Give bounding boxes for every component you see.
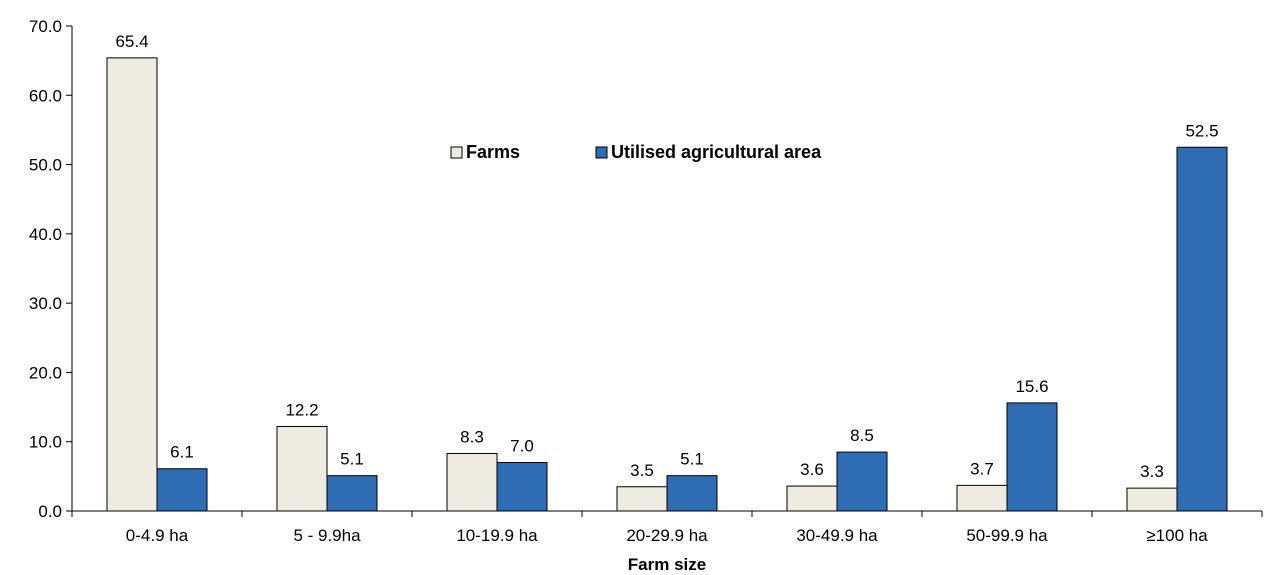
y-tick-label: 60.0 xyxy=(29,86,62,105)
x-axis: 0-4.9 ha 5 - 9.9ha 10-19.9 ha 20-29.9 ha 30-… xyxy=(71,510,1263,545)
x-tick-label: 30-49.9 ha xyxy=(796,526,878,545)
y-tick-label: 50.0 xyxy=(29,156,62,175)
uaa-data-label: 5.1 xyxy=(340,450,364,469)
legend-swatch-farms xyxy=(450,146,463,159)
legend-swatch-uaa xyxy=(595,146,608,159)
farms-bar xyxy=(276,425,328,512)
farms-bar xyxy=(956,484,1008,512)
uaa-data-label: 15.6 xyxy=(1015,377,1048,396)
x-tick-label: 10-19.9 ha xyxy=(456,526,538,545)
y-tick-label: 20.0 xyxy=(29,363,62,382)
y-tick-label: 10.0 xyxy=(29,433,62,452)
x-tick-label: 50-99.9 ha xyxy=(966,526,1048,545)
farms-bar xyxy=(786,485,838,512)
x-tick-label: 20-29.9 ha xyxy=(626,526,708,545)
y-tick-label: 70.0 xyxy=(29,17,62,36)
y-tick-label: 30.0 xyxy=(29,294,62,313)
uaa-data-label: 52.5 xyxy=(1185,121,1218,140)
farms-data-label: 8.3 xyxy=(460,427,484,446)
x-axis-title: Farm size xyxy=(628,555,706,574)
farms-data-label: 3.7 xyxy=(970,459,994,478)
legend-label-uaa: Utilised agricultural area xyxy=(611,142,822,162)
uaa-bar xyxy=(326,475,378,512)
legend-label-farms: Farms xyxy=(466,142,520,162)
y-axis: 0.0 10.0 20.0 30.0 40.0 50.0 60.0 70.0 xyxy=(29,17,73,521)
uaa-data-label: 6.1 xyxy=(170,443,194,462)
farms-bar xyxy=(1126,487,1178,512)
farms-data-label: 3.6 xyxy=(800,460,824,479)
y-tick-label: 40.0 xyxy=(29,225,62,244)
farms-bar xyxy=(106,57,158,512)
uaa-bar xyxy=(666,475,718,512)
uaa-bar xyxy=(1006,402,1058,512)
uaa-bar xyxy=(496,462,548,512)
data-labels: 65.4 6.1 12.2 5.1 8.3 7.0 3.5 5.1 3.6 8.5 3.7 15.6 3… xyxy=(115,32,1218,481)
y-tick-label: 0.0 xyxy=(38,502,62,521)
farms-data-label: 3.5 xyxy=(630,461,654,480)
farms-data-label: 3.3 xyxy=(1140,462,1164,481)
x-tick-label: 5 - 9.9ha xyxy=(293,526,361,545)
uaa-data-label: 5.1 xyxy=(680,450,704,469)
uaa-bar xyxy=(156,468,208,512)
uaa-data-label: 7.0 xyxy=(510,437,534,456)
farms-bar xyxy=(616,486,668,512)
bars xyxy=(106,57,1228,512)
x-tick-label: 0-4.9 ha xyxy=(126,526,189,545)
x-tick-label: ≥100 ha xyxy=(1146,526,1208,545)
farms-data-label: 12.2 xyxy=(285,400,318,419)
uaa-bar xyxy=(1176,146,1228,512)
uaa-data-label: 8.5 xyxy=(850,426,874,445)
uaa-bar xyxy=(836,451,888,512)
farms-bar xyxy=(446,452,498,512)
farms-data-label: 65.4 xyxy=(115,32,148,51)
legend: Farms Utilised agricultural area xyxy=(450,142,822,162)
